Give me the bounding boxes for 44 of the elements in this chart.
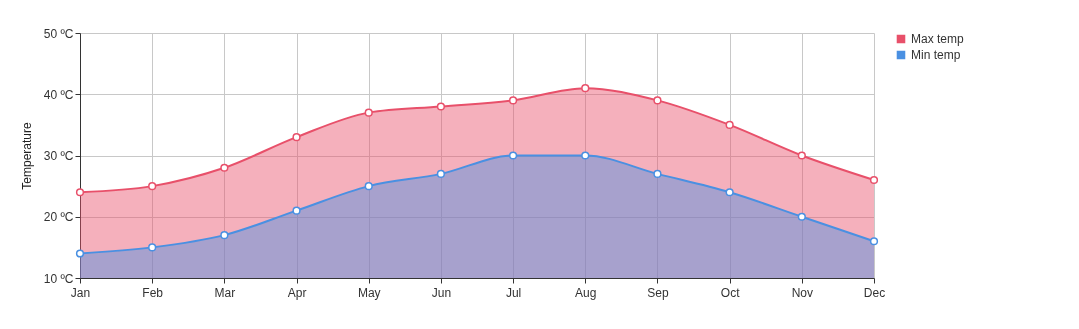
y-axis-title: Temperature bbox=[19, 122, 34, 190]
x-tick-label: Mar bbox=[214, 285, 236, 300]
x-tick-label: Aug bbox=[575, 285, 597, 300]
point bbox=[220, 163, 229, 172]
point bbox=[292, 133, 301, 142]
x-tick-label: Jul bbox=[505, 285, 522, 300]
point bbox=[869, 175, 879, 185]
point bbox=[436, 169, 446, 178]
point bbox=[725, 120, 734, 129]
y-tick-label: 10 ºC bbox=[43, 271, 74, 286]
point bbox=[364, 182, 373, 191]
point bbox=[508, 151, 518, 160]
point bbox=[220, 231, 229, 240]
x-tick-label: May bbox=[357, 285, 381, 300]
point bbox=[75, 188, 85, 197]
y-tick-label: 50 ºC bbox=[43, 26, 74, 41]
point bbox=[292, 206, 301, 215]
point bbox=[797, 151, 806, 160]
legend-label: Max temp bbox=[911, 32, 965, 46]
legend-label: Min temp bbox=[911, 48, 961, 62]
point bbox=[148, 243, 157, 252]
x-tick-label: Jun bbox=[431, 285, 452, 300]
y-tick-label: 40 ºC bbox=[43, 87, 74, 102]
point bbox=[653, 169, 662, 178]
point bbox=[725, 188, 734, 197]
point bbox=[797, 212, 806, 221]
x-tick-label: Nov bbox=[791, 285, 813, 300]
point bbox=[869, 237, 879, 246]
point bbox=[436, 102, 446, 111]
y-tick-label: 20 ºC bbox=[43, 210, 74, 225]
point bbox=[508, 96, 518, 105]
x-tick-label: Feb bbox=[142, 285, 164, 300]
x-tick-label: Dec bbox=[863, 285, 886, 300]
point bbox=[75, 249, 85, 258]
x-tick-label: Jan bbox=[70, 285, 91, 300]
x-tick-label: Apr bbox=[287, 285, 307, 300]
x-tick-label: Oct bbox=[720, 285, 741, 300]
y-tick-label: 30 ºC bbox=[43, 149, 74, 163]
point bbox=[148, 182, 157, 191]
point bbox=[581, 84, 590, 93]
x-tick-label: Sep bbox=[647, 285, 669, 300]
point bbox=[653, 96, 662, 105]
point bbox=[581, 151, 590, 160]
point bbox=[364, 108, 373, 117]
